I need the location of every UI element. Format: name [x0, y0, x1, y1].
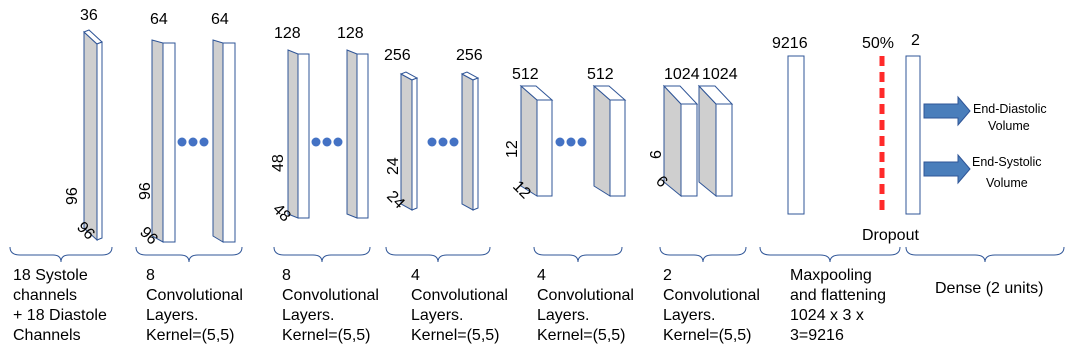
- caption-flatten: Maxpooling and flattening 1024 x 3 x 3=9…: [790, 267, 891, 344]
- conv1-first-channels: 64: [150, 11, 168, 28]
- conv2-first-block: [287, 49, 310, 219]
- brace-conv4: [533, 246, 623, 263]
- conv3-first-channels: 256: [384, 47, 411, 64]
- dense-layer-block: [905, 55, 921, 215]
- brace-conv2: [273, 246, 371, 263]
- brace-input: [9, 246, 113, 263]
- dense-units-label: 2: [911, 32, 920, 49]
- conv4-first-channels: 512: [512, 66, 539, 83]
- caption-conv3: 4 Convolutional Layers. Kernel=(5,5): [411, 267, 512, 344]
- output-arrow-systolic: [923, 153, 971, 185]
- output-diastolic-line1: End-Diastolic: [973, 102, 1047, 116]
- conv4-last-block: [592, 84, 627, 197]
- conv3-height-label: 24: [385, 157, 402, 175]
- input-block: [83, 29, 103, 242]
- dropout-label: Dropout: [862, 227, 919, 244]
- input-channels-label: 36: [80, 7, 98, 24]
- output-systolic-line1: End-Systolic: [972, 155, 1041, 169]
- conv3-last-block: [460, 71, 480, 211]
- conv5-height-label: 6: [648, 150, 665, 159]
- conv5-first-channels: 1024: [664, 66, 700, 83]
- output-arrow-diastolic: [923, 95, 971, 127]
- conv2-first-channels: 128: [274, 25, 301, 42]
- conv5-last-channels: 1024: [702, 66, 738, 83]
- conv3-first-block: [399, 71, 419, 211]
- conv4-last-channels: 512: [587, 66, 614, 83]
- brace-conv3: [385, 246, 491, 263]
- conv3-last-channels: 256: [456, 47, 483, 64]
- conv2-ellipsis-dots: [311, 137, 343, 147]
- conv1-first-block: [151, 39, 176, 243]
- conv3-ellipsis-dots: [427, 137, 459, 147]
- input-height-label: 96: [64, 187, 81, 205]
- brace-conv5: [659, 246, 747, 263]
- flatten-layer-block: [787, 55, 805, 215]
- conv1-ellipsis-dots: [177, 137, 209, 147]
- output-diastolic-line2: Volume: [988, 119, 1030, 133]
- brace-conv1: [135, 246, 243, 263]
- brace-flatten: [759, 246, 901, 263]
- conv5-first-block: [662, 84, 699, 198]
- caption-input: 18 Systole channels + 18 Diastole Channe…: [13, 267, 111, 344]
- caption-conv5: 2 Convolutional Layers. Kernel=(5,5): [663, 267, 764, 344]
- conv5-last-block: [697, 84, 734, 198]
- conv4-first-block: [519, 84, 554, 197]
- conv2-last-block: [346, 49, 369, 219]
- conv4-height-label: 12: [504, 140, 521, 158]
- caption-conv4: 4 Convolutional Layers. Kernel=(5,5): [537, 267, 638, 344]
- conv1-last-block: [212, 39, 236, 243]
- conv2-height-label: 48: [270, 154, 287, 172]
- caption-dense: Dense (2 units): [935, 280, 1044, 297]
- brace-dense: [905, 246, 1065, 263]
- flatten-units-label: 9216: [772, 35, 808, 52]
- dropout-rate-label: 50%: [862, 35, 894, 52]
- conv1-height-label: 96: [137, 182, 154, 200]
- caption-conv2: 8 Convolutional Layers. Kernel=(5,5): [282, 267, 383, 344]
- conv1-last-channels: 64: [211, 11, 229, 28]
- caption-conv1: 8 Convolutional Layers. Kernel=(5,5): [146, 267, 247, 344]
- conv4-ellipsis-dots: [555, 137, 587, 147]
- conv2-last-channels: 128: [337, 25, 364, 42]
- output-systolic-line2: Volume: [986, 176, 1028, 190]
